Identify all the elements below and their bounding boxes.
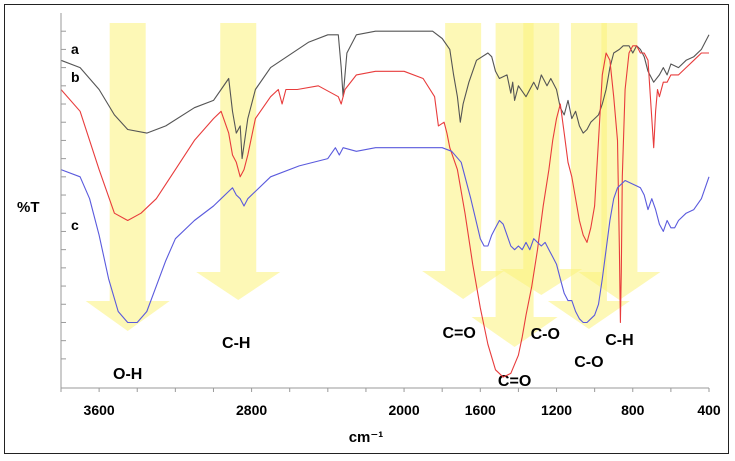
band-arrow (547, 23, 630, 329)
band-c-o-5: C-O (547, 23, 630, 371)
series-a-line (60, 30, 710, 160)
band-label: C-H (605, 332, 633, 349)
band-arrow (471, 23, 558, 347)
band-c-h-1: C-H (196, 23, 281, 352)
band-annotations: O-HC-HC=OC=OC-OC-OC-H (85, 23, 661, 390)
x-tick-label: 1200 (541, 402, 572, 418)
band-o-h-0: O-H (85, 23, 170, 383)
series-a-label: a (71, 41, 79, 57)
band-label: O-H (113, 366, 142, 383)
figure-frame: O-H C-H C=O C=O C-O C-O C-H 3600 2800 2000 1600 12… (4, 4, 729, 454)
band-arrow (85, 23, 170, 331)
series-c-label: c (71, 217, 79, 233)
series-c-line (60, 147, 710, 324)
ftir-chart: O-HC-HC=OC=OC-OC-OC-H 3600 2800 2000 1600 12… (17, 13, 721, 446)
band-label: C-O (574, 354, 603, 371)
y-axis-title: %T (17, 199, 40, 216)
x-axis-ticks: 3600 2800 2000 1600 1200 800 400 (60, 388, 721, 418)
band-arrow (578, 23, 661, 300)
band-label: C-H (222, 335, 250, 352)
x-axis-title: cm⁻¹ (349, 429, 384, 446)
band-cdblo-3: C=O (471, 23, 558, 390)
x-tick-label: 2800 (236, 402, 267, 418)
series-labels: ab c (71, 41, 80, 233)
band-c-h-6: C-H (578, 23, 661, 349)
x-tick-label: 1600 (465, 402, 496, 418)
series-b-label: b (71, 69, 80, 85)
y-axis-ticks (61, 30, 66, 360)
band-arrow (500, 23, 583, 295)
series-b-line (60, 45, 709, 378)
x-tick-label: 400 (697, 402, 721, 418)
band-label: C=O (442, 325, 475, 342)
band-arrow (196, 23, 281, 300)
x-tick-label: 3600 (84, 402, 115, 418)
band-label: C-O (531, 326, 560, 343)
band-c-o-4: C-O (500, 23, 583, 343)
x-tick-label: 2000 (388, 402, 419, 418)
spectrum-curves (60, 30, 710, 378)
band-cdblo-2: C=O (422, 23, 505, 342)
axes: 3600 2800 2000 1600 1200 800 400 (60, 13, 721, 418)
band-arrow (422, 23, 505, 299)
band-label: C=O (498, 373, 531, 390)
x-tick-label: 800 (621, 402, 645, 418)
